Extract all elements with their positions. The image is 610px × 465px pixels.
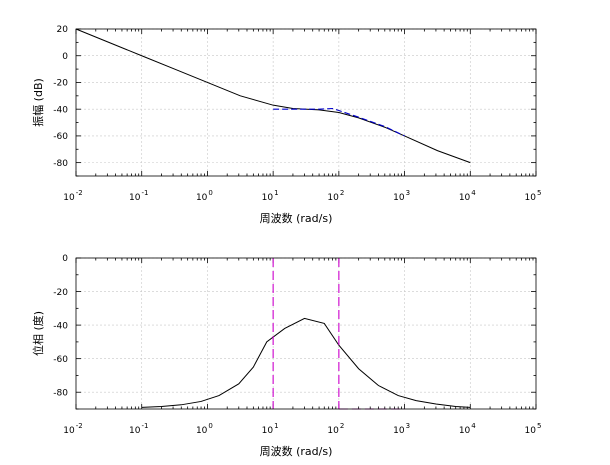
y-tick-label: 0 [62,254,68,264]
x-tick-label: 103 [393,189,410,203]
y-axis-label: 振幅 (dB) [31,78,45,127]
y-tick-label: -20 [53,288,68,298]
y-tick-label: -60 [53,355,68,365]
x-tick-label: 101 [262,422,279,436]
y-tick-label: -80 [53,388,68,398]
plot-frame [75,257,537,410]
x-tick-label: 105 [525,422,542,436]
x-tick-label: 10-2 [63,189,82,203]
y-tick-label: -40 [53,321,68,331]
y-tick-label: -20 [53,79,68,89]
x-tick-label: 101 [262,189,279,203]
x-tick-label: 102 [327,189,344,203]
y-tick-label: 20 [57,25,69,35]
x-axis-label: 周波数 (rad/s) [260,212,333,225]
plot-frame [75,28,537,177]
series-line-1 [141,317,471,408]
x-tick-label: 103 [393,422,410,436]
x-tick-label: 100 [196,422,213,436]
y-tick-label: -80 [53,159,68,169]
x-axis-label: 周波数 (rad/s) [260,445,333,458]
x-tick-label: 104 [459,189,476,203]
series-line-2 [273,107,405,137]
x-tick-label: 100 [196,189,213,203]
y-tick-label: -40 [53,105,68,115]
y-tick-label: 0 [62,52,68,62]
y-tick-label: -60 [53,132,68,142]
y-axis-label: 位相 (度) [31,311,45,356]
x-tick-label: 104 [459,422,476,436]
x-tick-label: 10-2 [63,422,82,436]
x-tick-label: 102 [327,422,344,436]
x-tick-label: 10-1 [129,189,148,203]
panel-magnitude: 20 0 -20 -40 -60 -80 10-2 10-1 100 101 102 103 104 10… [31,25,541,225]
x-tick-label: 10-1 [129,422,148,436]
panel-phase: 0 -20 -40 -60 -80 10-2 10-1 100 101 102 103 104 105 周… [31,254,541,458]
x-tick-label: 105 [525,189,542,203]
